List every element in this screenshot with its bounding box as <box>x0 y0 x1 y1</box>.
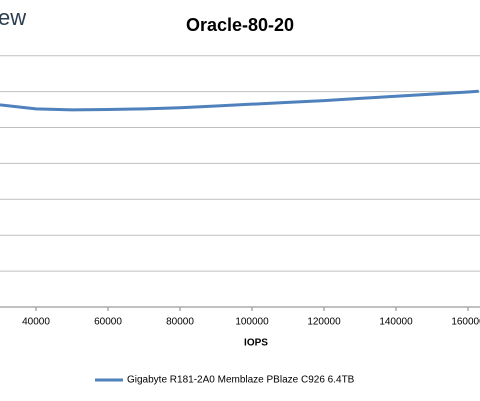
chart-title: Oracle-80-20 <box>186 15 294 35</box>
x-tick-label: 40000 <box>22 317 50 328</box>
legend-label: Gigabyte R181-2A0 Memblaze PBlaze C926 6… <box>127 375 355 386</box>
x-axis-label: IOPS <box>244 338 268 349</box>
logo: ew <box>0 5 26 30</box>
x-tick-label: 160000 <box>451 317 480 328</box>
series-line <box>0 89 479 112</box>
x-tick-label: 100000 <box>235 317 269 328</box>
x-tick-label: 80000 <box>166 317 194 328</box>
x-tick-label: 140000 <box>379 317 413 328</box>
x-tick-label: 120000 <box>307 317 341 328</box>
x-tick-label: 60000 <box>94 317 122 328</box>
